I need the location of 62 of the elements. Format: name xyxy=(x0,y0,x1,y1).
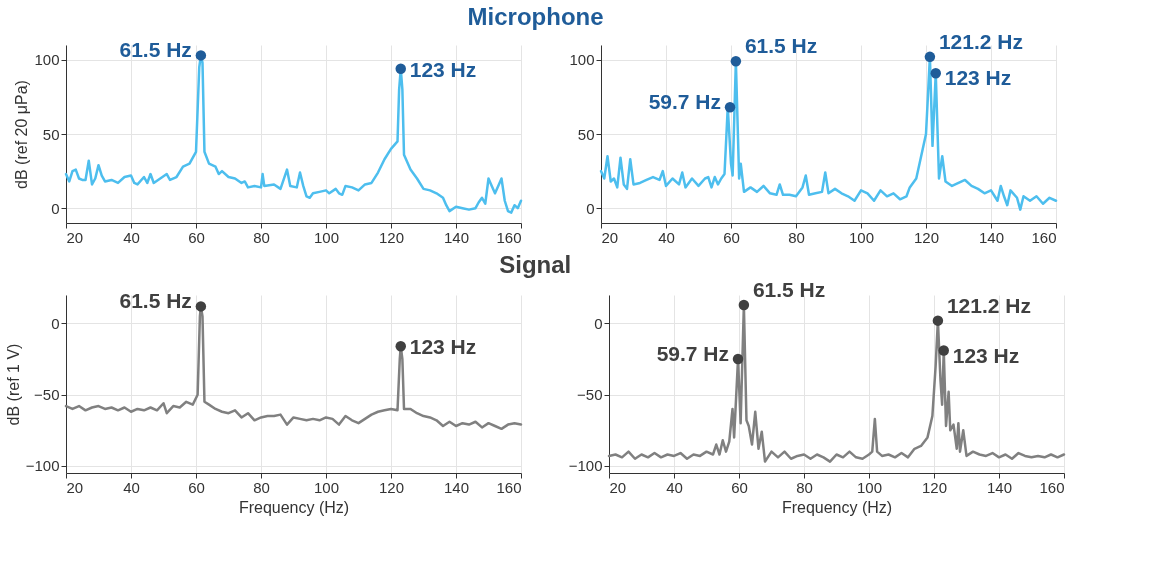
x-tick-label: 160 xyxy=(496,228,522,246)
x-tick-label: 80 xyxy=(253,478,270,496)
x-tick-label: 160 xyxy=(496,478,522,496)
y-tick-label: 100 xyxy=(34,51,60,69)
y-tick-label: −50 xyxy=(34,386,60,404)
x-tick-label: 160 xyxy=(1031,228,1057,246)
annotation: 123 Hz xyxy=(409,335,477,359)
annotation: 61.5 Hz xyxy=(119,289,192,313)
y-tick-label: 50 xyxy=(577,125,595,143)
x-tick-label: 80 xyxy=(788,228,805,246)
x-tick-label: 120 xyxy=(913,228,940,246)
y-tick-label: 0 xyxy=(51,199,60,217)
x-tick-label: 140 xyxy=(443,228,470,246)
y-tick-label: 50 xyxy=(42,125,60,143)
x-tick-label: 60 xyxy=(723,228,740,246)
x-tick-label: 140 xyxy=(986,478,1013,496)
annotation: 123 Hz xyxy=(952,343,1020,367)
x-tick-label: 20 xyxy=(609,478,627,496)
x-axis-title: Frequency (Hz) xyxy=(238,498,350,516)
x-tick-label: 60 xyxy=(188,478,205,496)
x-tick-label: 40 xyxy=(666,478,683,496)
x-tick-label: 40 xyxy=(123,228,140,246)
x-tick-label: 40 xyxy=(658,228,675,246)
y-tick-label: 100 xyxy=(569,51,595,69)
x-tick-label: 100 xyxy=(313,478,340,496)
y-axis-title: dB (ref 20 μPa) xyxy=(13,80,31,189)
x-axis-title: Frequency (Hz) xyxy=(781,498,893,516)
x-tick-label: 140 xyxy=(978,228,1005,246)
x-tick-label: 100 xyxy=(848,228,875,246)
y-tick-label: 0 xyxy=(51,314,60,332)
chart-title: Signal xyxy=(499,250,572,278)
x-tick-label: 120 xyxy=(921,478,948,496)
annotation: 61.5 Hz xyxy=(119,38,192,62)
x-tick-label: 40 xyxy=(123,478,140,496)
y-tick-label: 0 xyxy=(594,314,603,332)
annotation: 121.2 Hz xyxy=(946,293,1031,317)
annotation: 61.5 Hz xyxy=(752,277,826,301)
x-tick-label: 140 xyxy=(443,478,470,496)
annotation: 61.5 Hz xyxy=(744,34,818,58)
x-tick-label: 80 xyxy=(796,478,813,496)
y-tick-label: 0 xyxy=(586,199,595,217)
y-tick-label: −50 xyxy=(577,386,603,404)
annotation: 121.2 Hz xyxy=(938,29,1023,53)
y-axis-title: dB (ref 1 V) xyxy=(4,343,22,426)
annotation: 59.7 Hz xyxy=(656,342,730,366)
x-tick-label: 60 xyxy=(188,228,205,246)
x-tick-label: 80 xyxy=(253,228,270,246)
x-tick-label: 20 xyxy=(601,228,619,246)
x-tick-label: 100 xyxy=(313,228,340,246)
y-tick-label: −100 xyxy=(25,457,60,475)
annotation: 123 Hz xyxy=(944,66,1012,90)
y-tick-label: −100 xyxy=(568,457,603,475)
x-tick-label: 120 xyxy=(378,228,405,246)
chart-title: Microphone xyxy=(467,2,604,30)
x-tick-label: 100 xyxy=(856,478,883,496)
x-tick-label: 20 xyxy=(66,478,84,496)
x-tick-label: 60 xyxy=(731,478,748,496)
annotation: 59.7 Hz xyxy=(648,90,722,114)
x-tick-label: 20 xyxy=(66,228,84,246)
x-tick-label: 160 xyxy=(1039,478,1065,496)
annotation: 123 Hz xyxy=(409,57,477,81)
x-tick-label: 120 xyxy=(378,478,405,496)
